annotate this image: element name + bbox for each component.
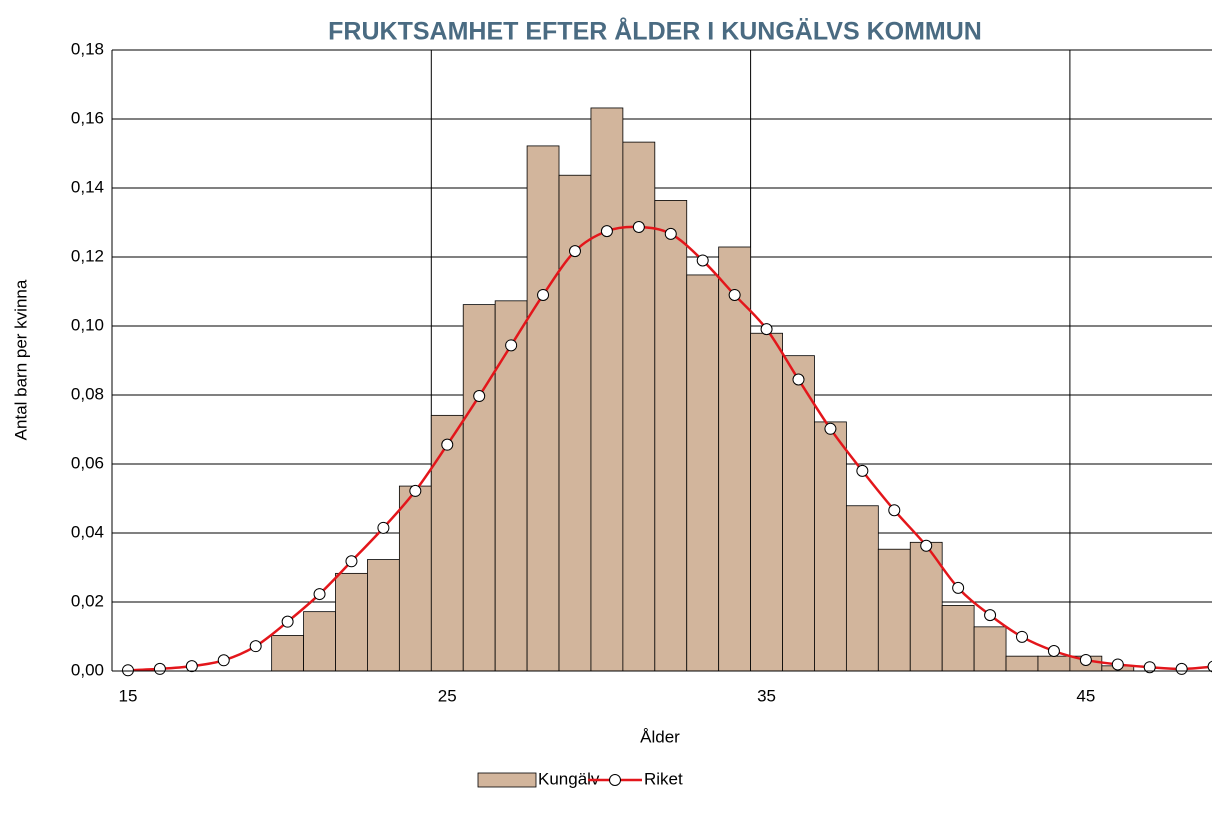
bar <box>877 548 911 672</box>
line-marker <box>1143 661 1156 674</box>
x-axis-label: Ålder <box>640 727 680 746</box>
bar <box>973 626 1007 672</box>
y-tick-label: 0,06 <box>71 453 104 472</box>
bar <box>1005 655 1039 672</box>
bar <box>271 635 304 672</box>
line-marker <box>505 339 518 352</box>
line-marker <box>952 581 965 594</box>
y-axis-label: Antal barn per kvinna <box>11 279 30 440</box>
legend-swatch <box>477 772 537 788</box>
bar <box>526 145 560 672</box>
line-marker <box>441 438 454 451</box>
line-marker <box>537 288 550 301</box>
line-marker <box>696 254 709 267</box>
line-marker <box>281 615 294 628</box>
legend-label: Kungälv <box>538 769 600 788</box>
y-tick-label: 0,18 <box>71 39 104 58</box>
line-marker <box>792 373 805 386</box>
bar <box>462 304 496 672</box>
bar <box>718 246 751 672</box>
x-tick-label: 25 <box>438 686 457 705</box>
bar <box>845 505 879 672</box>
bar <box>430 414 464 672</box>
line-marker <box>632 220 645 233</box>
line-marker <box>1207 660 1212 673</box>
legend-marker <box>609 774 621 786</box>
line-marker <box>345 555 358 568</box>
line-marker <box>888 504 901 517</box>
bar <box>909 541 943 672</box>
line-marker <box>824 422 837 435</box>
line-marker <box>1111 658 1124 671</box>
line-marker <box>313 588 326 601</box>
y-tick-label: 0,02 <box>71 591 104 610</box>
bar <box>494 300 528 672</box>
line-marker <box>856 464 869 477</box>
x-tick-label: 45 <box>1076 686 1095 705</box>
x-tick-label: 35 <box>757 686 776 705</box>
line-marker <box>1079 653 1092 666</box>
legend-label: Riket <box>644 769 683 788</box>
line-marker <box>473 390 486 403</box>
line-marker <box>121 664 134 677</box>
line-marker <box>153 662 166 675</box>
bar <box>750 332 783 672</box>
bar <box>686 274 720 672</box>
bar <box>367 559 400 672</box>
bar <box>814 421 847 672</box>
chart-title: FRUKTSAMHET EFTER ÅLDER I KUNGÄLVS KOMMU… <box>328 17 982 46</box>
y-tick-label: 0,14 <box>71 177 104 196</box>
bar <box>398 485 432 672</box>
line-marker <box>377 521 390 534</box>
bar <box>654 200 688 672</box>
bar <box>590 107 624 672</box>
line-marker <box>1047 644 1060 657</box>
line-marker <box>217 654 230 667</box>
bar <box>335 572 368 672</box>
line-marker <box>249 640 262 653</box>
bar <box>782 355 815 672</box>
line-marker <box>185 660 198 673</box>
y-tick-label: 0,16 <box>71 108 104 127</box>
bar <box>941 605 975 672</box>
line-marker <box>409 484 422 497</box>
line-marker <box>600 225 613 238</box>
line-marker <box>664 227 677 240</box>
bar <box>1037 655 1071 672</box>
y-tick-label: 0,08 <box>71 384 104 403</box>
line-marker <box>568 245 581 258</box>
y-tick-label: 0,00 <box>71 660 104 679</box>
bar <box>303 611 336 672</box>
y-tick-label: 0,10 <box>71 315 104 334</box>
x-tick-label: 15 <box>119 686 138 705</box>
line-marker <box>1175 662 1188 675</box>
line-marker <box>920 539 933 552</box>
line-marker <box>760 323 773 336</box>
y-tick-label: 0,04 <box>71 522 104 541</box>
line-marker <box>984 609 997 622</box>
line-marker <box>1016 630 1029 643</box>
line-marker <box>728 288 741 301</box>
y-tick-label: 0,12 <box>71 246 104 265</box>
